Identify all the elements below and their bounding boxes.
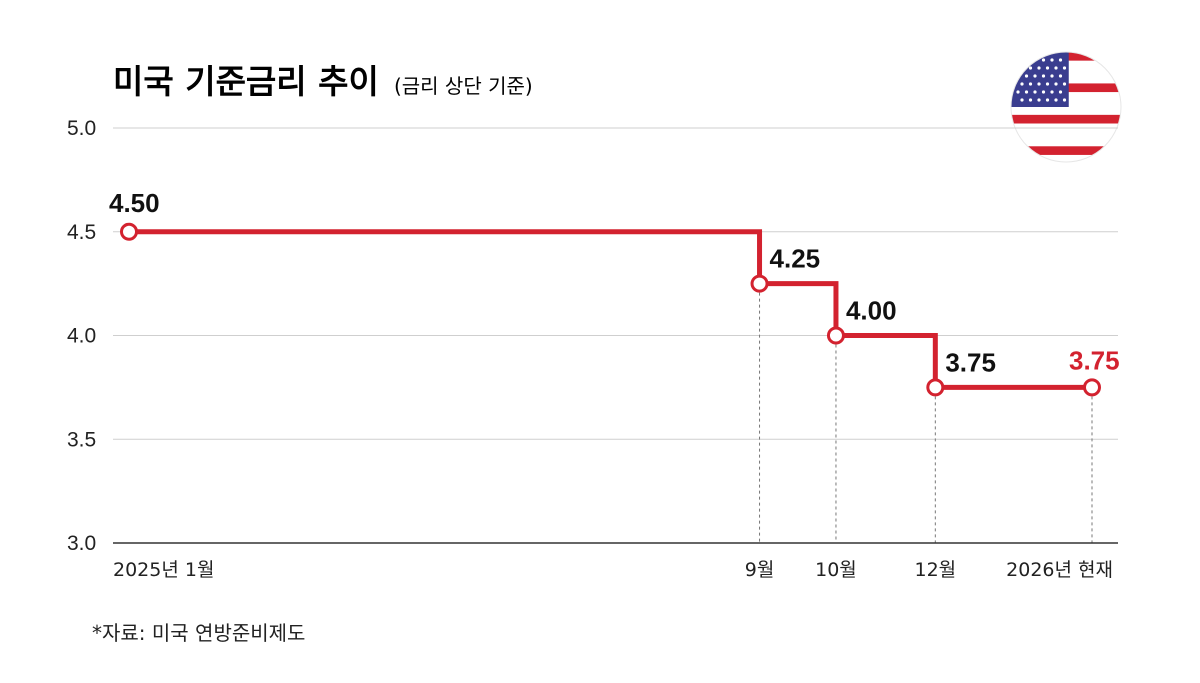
x-tick-label: 2026년 현재 (1006, 559, 1113, 581)
data-point (926, 378, 945, 397)
data-points (120, 222, 1101, 397)
data-point (1083, 378, 1101, 397)
data-label: 4.50 (109, 188, 160, 218)
y-tick-label: 4.5 (67, 221, 96, 244)
chart-subtitle: (금리 상단 기준) (394, 74, 533, 98)
data-point (826, 326, 845, 345)
y-tick-label: 3.0 (67, 532, 96, 555)
x-axis: 2025년 1월 9월 10월 12월 2026년 현재 (113, 559, 1113, 581)
data-label: 4.00 (846, 296, 897, 326)
drop-lines (759, 292, 1093, 543)
data-point (120, 222, 138, 241)
x-tick-label: 9월 (745, 559, 775, 581)
data-label: 4.25 (770, 244, 821, 274)
data-point (750, 274, 769, 293)
us-flag-icon (1010, 51, 1122, 163)
data-labels: 4.50 4.25 4.00 3.75 3.75 (109, 188, 1120, 378)
chart-title: 미국 기준금리 추이 (금리 상단 기준) (113, 62, 533, 101)
grid (113, 127, 1118, 440)
source-note: *자료: 미국 연방준비제도 (92, 621, 305, 645)
x-tick-label: 12월 (914, 559, 956, 581)
data-label: 3.75 (945, 347, 996, 377)
chart-title-main: 미국 기준금리 추이 (113, 62, 379, 101)
x-tick-label: 2025년 1월 (113, 559, 214, 581)
data-label: 3.75 (1069, 345, 1120, 375)
y-tick-label: 3.5 (67, 428, 96, 451)
y-axis: 5.0 4.5 4.0 3.5 3.0 (67, 117, 96, 555)
y-tick-label: 4.0 (67, 325, 96, 348)
x-tick-label: 10월 (815, 559, 857, 581)
y-tick-label: 5.0 (67, 117, 96, 140)
